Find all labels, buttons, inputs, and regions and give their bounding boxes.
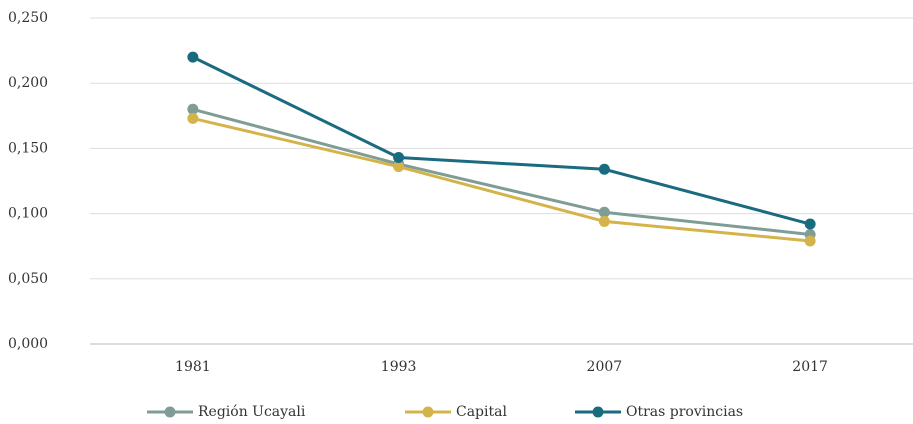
point: [804, 218, 816, 230]
x-tick-label: 2007: [587, 359, 623, 375]
point: [187, 103, 199, 115]
x-tick-label: 1981: [175, 359, 211, 375]
legend-label: Capital: [456, 404, 507, 420]
point: [598, 163, 610, 175]
series-line: [192, 116, 811, 243]
series-line: [192, 55, 811, 226]
point: [393, 152, 405, 164]
y-tick-label: 0,200: [8, 75, 48, 91]
y-tick-label: 0,250: [8, 10, 48, 26]
series-line: [192, 107, 811, 236]
y-tick-label: 0,150: [8, 140, 48, 156]
x-tick-label: 1993: [381, 359, 417, 375]
y-tick-label: 0,100: [8, 206, 48, 222]
y-tick-label: 0,000: [8, 336, 48, 352]
legend-label: Otras provincias: [626, 404, 743, 420]
x-tick-label: 2017: [792, 359, 828, 375]
legend-marker: [164, 406, 176, 418]
legend-label: Región Ucayali: [198, 404, 306, 420]
point: [598, 215, 610, 227]
point: [804, 235, 816, 247]
point: [598, 206, 610, 218]
point: [393, 161, 405, 173]
point: [187, 112, 199, 124]
legend-marker: [422, 406, 434, 418]
y-tick-label: 0,050: [8, 271, 48, 287]
legend-marker: [592, 406, 604, 418]
point: [187, 51, 199, 63]
